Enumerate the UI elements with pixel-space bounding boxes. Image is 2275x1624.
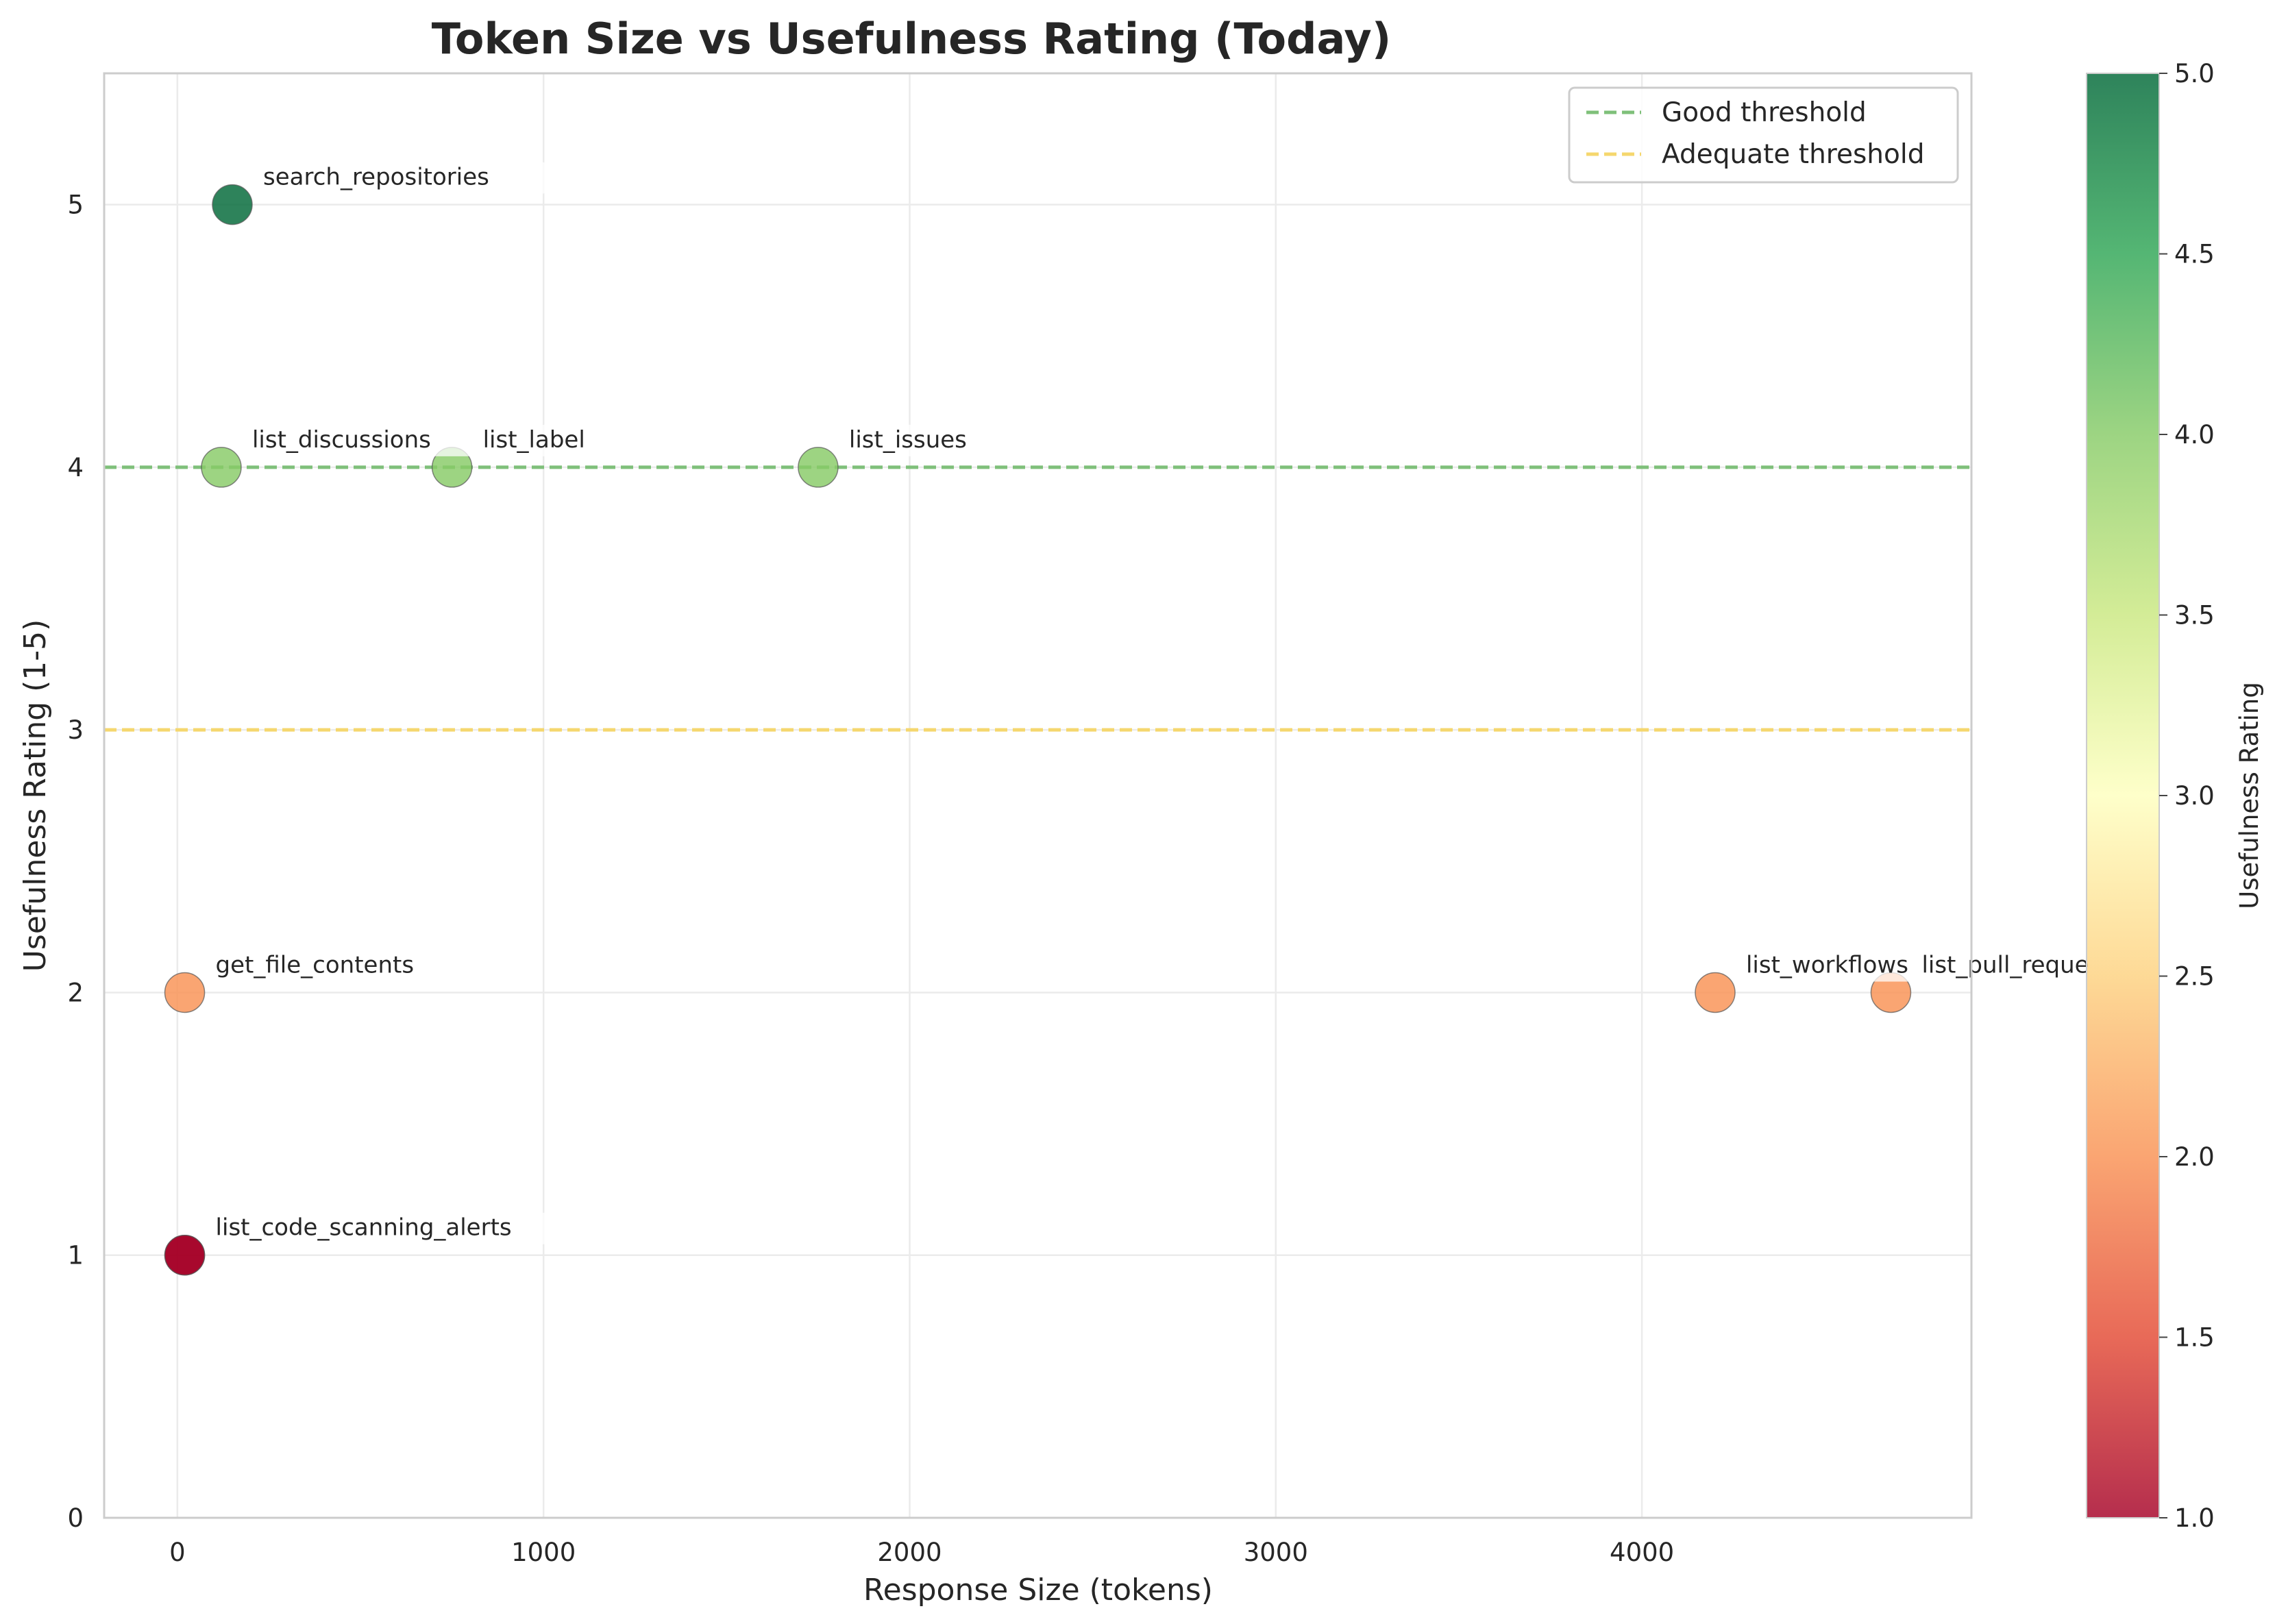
point-label: list_code_scanning_alerts — [216, 1214, 512, 1242]
data-point — [164, 972, 206, 1013]
legend-good-threshold-label: Good threshold — [1662, 97, 1867, 128]
x-axis-ticks: 0 1000 2000 3000 4000 — [169, 1538, 1674, 1567]
point-label: list_issues — [849, 426, 967, 454]
x-tick-label: 4000 — [1610, 1538, 1674, 1567]
point-label: list_label — [483, 426, 585, 454]
y-axis-label: Usefulness Rating (1-5) — [18, 619, 53, 972]
data-point — [212, 184, 253, 225]
x-tick-label: 1000 — [511, 1538, 576, 1567]
colorbar-tick-label: 5.0 — [2174, 59, 2215, 88]
colorbar-label: Usefulness Rating — [2235, 682, 2264, 909]
colorbar-tick-label: 3.5 — [2174, 601, 2215, 630]
colorbar-tick-label: 1.5 — [2174, 1323, 2215, 1353]
point-label-background — [260, 162, 547, 194]
point-label-background — [479, 424, 634, 456]
plot-frame — [103, 72, 1973, 1519]
point-label-background — [212, 950, 470, 982]
colorbar-ticks: 1.0 1.5 2.0 2.5 3.0 3.5 4.0 4.5 5.0 — [2159, 59, 2215, 1533]
y-tick-label: 4 — [67, 453, 84, 482]
y-tick-label: 5 — [67, 190, 84, 220]
colorbar-tick-label: 4.5 — [2174, 240, 2215, 269]
y-tick-label: 1 — [67, 1241, 84, 1270]
y-tick-label: 3 — [67, 715, 84, 745]
chart-title: Token Size vs Usefulness Rating (Today) — [432, 14, 1391, 64]
colorbar-tick-label: 1.0 — [2174, 1503, 2215, 1533]
point-label-background — [1742, 950, 1956, 982]
data-point — [201, 447, 242, 488]
point-label-background — [845, 424, 1015, 456]
colorbar-tick-label: 4.0 — [2174, 420, 2215, 450]
y-tick-label: 2 — [67, 978, 84, 1007]
point-label: list_workflows — [1746, 951, 1908, 979]
x-tick-label: 3000 — [1244, 1538, 1308, 1567]
point-label-background — [212, 1212, 588, 1244]
colorbar-gradient — [2087, 73, 2159, 1518]
data-point — [798, 447, 839, 488]
plot-area: search_repositories list_discussions list_… — [103, 72, 2146, 1519]
point-label: get_file_contents — [216, 951, 415, 979]
legend-box — [1568, 86, 1959, 184]
colorbar-tick-label: 3.0 — [2174, 781, 2215, 811]
x-tick-label: 0 — [169, 1538, 186, 1567]
data-point — [164, 1234, 206, 1276]
reference-lines — [104, 465, 1971, 732]
point-label: search_repositories — [263, 164, 489, 191]
point-label: list_pull_reque — [1921, 951, 2089, 979]
x-axis-label: Response Size (tokens) — [863, 1573, 1213, 1608]
legend-adequate-threshold-label: Adequate threshold — [1662, 139, 1924, 170]
point-label: list_discussions — [252, 426, 431, 454]
colorbar-tick-label: 2.0 — [2174, 1142, 2215, 1172]
x-tick-label: 2000 — [877, 1538, 942, 1567]
y-axis-ticks: 0 1 2 3 4 5 — [67, 190, 84, 1533]
y-tick-label: 0 — [67, 1503, 84, 1533]
point-label-background — [248, 424, 491, 456]
colorbar-tick-label: 2.5 — [2174, 962, 2215, 992]
point-labels: search_repositories list_discussions list_… — [212, 162, 2146, 1244]
data-points — [164, 184, 1912, 1276]
data-point — [1695, 972, 1736, 1013]
plot-background — [104, 73, 1971, 1518]
colorbar: 1.0 1.5 2.0 2.5 3.0 3.5 4.0 4.5 5.0 Usefulness R… — [2086, 59, 2264, 1533]
legend: Good threshold Adequate threshold — [1568, 86, 1959, 184]
